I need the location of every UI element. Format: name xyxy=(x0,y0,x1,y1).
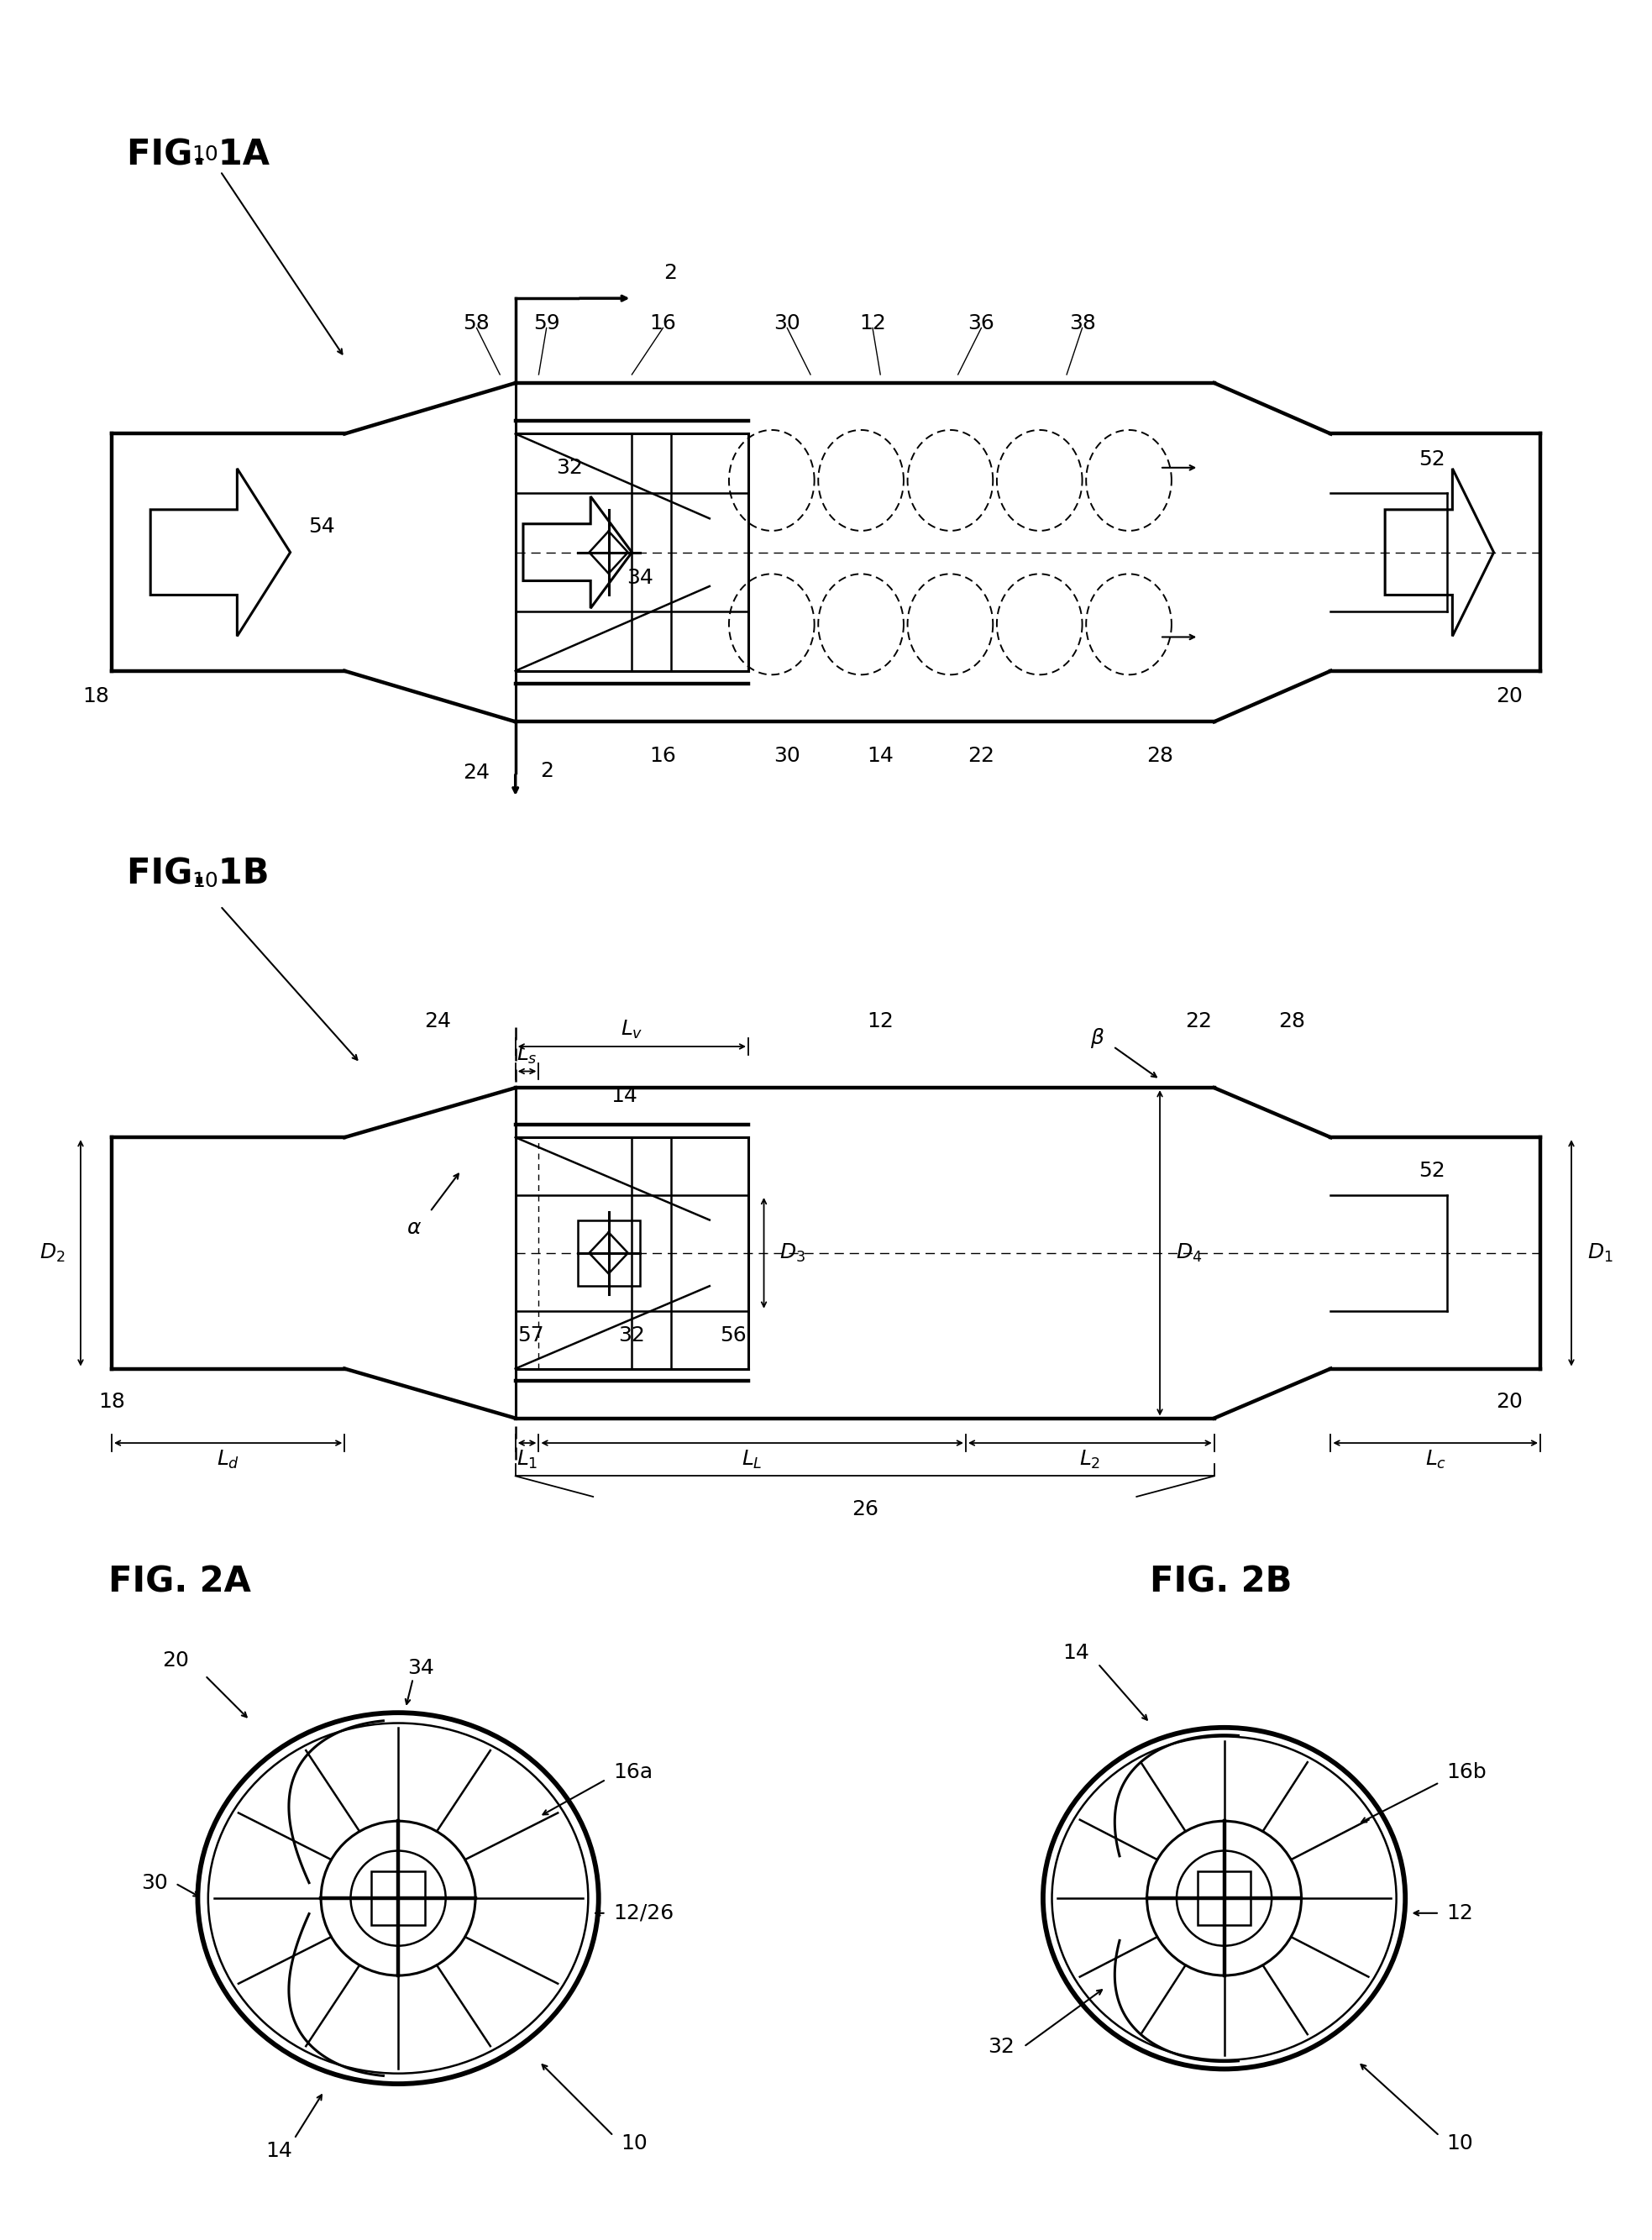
Text: 22: 22 xyxy=(1184,1012,1213,1033)
Text: 16a: 16a xyxy=(613,1763,653,1783)
Bar xyxy=(1198,1873,1251,1924)
Text: 32: 32 xyxy=(988,2036,1014,2056)
Text: 18: 18 xyxy=(97,1391,126,1411)
Text: 2: 2 xyxy=(664,262,677,282)
Bar xyxy=(372,1873,425,1924)
Text: 14: 14 xyxy=(266,2141,292,2162)
Text: 18: 18 xyxy=(83,685,109,706)
Text: 30: 30 xyxy=(773,314,801,334)
Text: 12: 12 xyxy=(1447,1904,1474,1924)
Text: $L_L$: $L_L$ xyxy=(742,1449,763,1469)
Text: $\alpha$: $\alpha$ xyxy=(406,1219,423,1239)
Text: 34: 34 xyxy=(406,1658,434,1678)
Text: 28: 28 xyxy=(1146,746,1173,766)
Text: FIG. 2A: FIG. 2A xyxy=(109,1564,251,1599)
Text: 16: 16 xyxy=(649,746,676,766)
Text: 54: 54 xyxy=(307,517,335,538)
Text: 2: 2 xyxy=(540,762,553,782)
Text: 52: 52 xyxy=(1419,450,1446,468)
Text: 22: 22 xyxy=(968,746,995,766)
Text: $L_c$: $L_c$ xyxy=(1426,1449,1446,1469)
Text: FIG. 2B: FIG. 2B xyxy=(1150,1564,1292,1599)
Text: 58: 58 xyxy=(463,314,491,334)
Text: 24: 24 xyxy=(463,762,491,782)
Text: FIG. 1B: FIG. 1B xyxy=(127,856,269,892)
Text: $L_1$: $L_1$ xyxy=(517,1449,539,1469)
Text: 20: 20 xyxy=(1495,1391,1523,1411)
Text: 28: 28 xyxy=(1279,1012,1305,1033)
Text: 30: 30 xyxy=(142,1873,169,1893)
Text: $L_d$: $L_d$ xyxy=(216,1449,240,1469)
Text: 34: 34 xyxy=(626,567,653,587)
Text: $D_4$: $D_4$ xyxy=(1175,1241,1201,1263)
Text: 16b: 16b xyxy=(1447,1763,1487,1783)
Text: 14: 14 xyxy=(611,1086,638,1107)
Text: 12: 12 xyxy=(859,314,885,334)
Text: 30: 30 xyxy=(773,746,801,766)
Text: 10: 10 xyxy=(1447,2132,1474,2153)
Text: $L_s$: $L_s$ xyxy=(517,1044,537,1066)
Text: 10: 10 xyxy=(621,2132,648,2153)
Text: 57: 57 xyxy=(517,1326,544,1346)
Text: $\beta$: $\beta$ xyxy=(1090,1026,1105,1051)
Text: 10: 10 xyxy=(192,143,218,164)
Text: $L_v$: $L_v$ xyxy=(621,1019,643,1042)
Text: $D_1$: $D_1$ xyxy=(1588,1241,1612,1263)
Text: 56: 56 xyxy=(720,1326,747,1346)
Text: FIG. 1A: FIG. 1A xyxy=(127,137,269,172)
Text: 36: 36 xyxy=(968,314,995,334)
Text: 24: 24 xyxy=(425,1012,451,1033)
Text: 59: 59 xyxy=(534,314,560,334)
Text: 14: 14 xyxy=(867,746,894,766)
Text: 52: 52 xyxy=(1419,1160,1446,1180)
Bar xyxy=(578,1221,639,1286)
Text: 20: 20 xyxy=(1495,685,1523,706)
Text: 10: 10 xyxy=(192,871,218,892)
Text: $D_2$: $D_2$ xyxy=(40,1241,64,1263)
Text: 32: 32 xyxy=(618,1326,646,1346)
Text: 26: 26 xyxy=(851,1499,879,1519)
Text: 32: 32 xyxy=(557,457,583,477)
Text: 12/26: 12/26 xyxy=(613,1904,674,1924)
Text: 12: 12 xyxy=(867,1012,894,1033)
Text: 20: 20 xyxy=(162,1651,188,1671)
Text: $D_3$: $D_3$ xyxy=(780,1241,806,1263)
Text: $L_2$: $L_2$ xyxy=(1079,1449,1100,1469)
Text: 38: 38 xyxy=(1069,314,1095,334)
Text: 16: 16 xyxy=(649,314,676,334)
Text: 14: 14 xyxy=(1062,1644,1089,1664)
